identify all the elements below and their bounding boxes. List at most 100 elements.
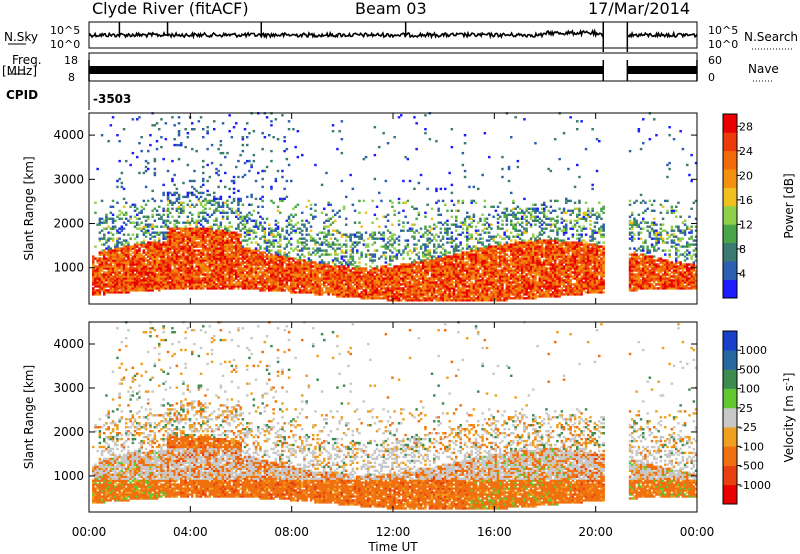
data-cell [287,223,291,226]
data-cell [149,261,152,264]
data-cell [391,279,394,282]
data-cell [426,245,429,248]
data-cell [373,253,377,256]
data-cell [455,283,458,286]
data-cell [122,275,126,278]
data-cell [140,253,143,256]
data-cell [371,269,374,272]
data-cell [221,273,225,276]
data-cell [257,243,260,246]
data-cell [296,287,300,290]
data-cell [329,271,333,274]
data-cell [122,259,126,262]
data-cell [331,233,335,236]
data-cell [303,279,306,282]
data-cell [149,257,152,260]
data-cell [241,251,245,254]
data-cell [331,130,335,133]
data-cell [263,169,267,173]
data-cell [336,269,339,272]
data-cell [371,233,374,236]
data-cell [252,271,256,274]
data-cell [303,285,306,288]
data-cell [125,247,128,250]
data-cell [147,241,150,244]
data-cell [182,249,185,252]
data-cell [237,237,240,240]
data-cell [210,259,214,262]
data-cell [164,235,168,238]
data-cell [230,273,234,276]
data-cell [400,283,403,286]
data-cell [188,253,192,256]
data-cell [378,257,381,260]
data-cell [292,225,295,228]
data-cell [232,126,236,129]
data-cell [199,185,203,189]
data-cell [199,281,203,284]
data-cell [349,235,352,238]
data-cell [215,167,218,171]
data-cell [417,251,421,254]
data-cell [243,249,247,252]
data-cell [279,245,282,248]
data-cell [175,269,179,272]
data-cell [362,295,366,298]
data-cell [184,265,187,268]
data-cell [195,261,198,264]
data-cell [193,273,196,276]
data-cell [439,293,443,296]
data-cell [142,239,146,242]
data-cell [272,136,275,139]
data-cell [340,261,344,264]
data-cell [197,283,201,286]
data-cell [202,211,205,214]
data-cell [419,271,423,274]
data-cell [142,227,146,230]
data-cell [96,291,99,294]
data-cell [356,275,359,278]
data-cell [147,285,150,288]
data-cell [149,247,152,250]
data-cell [107,237,110,240]
data-cell [210,237,214,240]
data-cell [270,185,273,189]
data-cell [274,261,278,264]
data-cell [177,143,181,147]
data-cell [111,116,115,119]
data-cell [349,289,352,292]
data-cell [268,285,271,288]
data-cell [160,271,163,274]
data-cell [144,231,148,234]
data-cell [153,235,157,238]
data-cell [345,295,348,298]
data-cell [144,247,148,250]
data-cell [241,259,245,262]
data-cell [162,281,165,284]
freq-right-top-tick: 60 [708,54,722,67]
data-cell [171,233,174,236]
freq-left-top-tick: 18 [64,54,78,67]
data-cell [342,283,346,286]
data-cell [406,277,410,280]
data-cell [226,255,229,258]
data-cell [446,297,449,300]
data-cell [149,287,152,290]
data-cell [435,251,438,254]
data-cell [217,185,220,189]
data-cell [435,263,438,266]
data-cell [237,249,240,252]
data-cell [309,259,313,262]
data-cell [111,279,115,282]
data-cell [206,273,209,276]
data-cell [213,203,216,206]
data-cell [290,291,293,294]
data-cell [360,285,363,288]
data-cell [261,227,264,230]
data-cell [259,221,262,224]
data-cell [155,273,159,276]
data-cell [452,263,456,266]
data-cell [246,279,249,282]
data-cell [281,261,284,264]
data-cell [448,281,451,284]
